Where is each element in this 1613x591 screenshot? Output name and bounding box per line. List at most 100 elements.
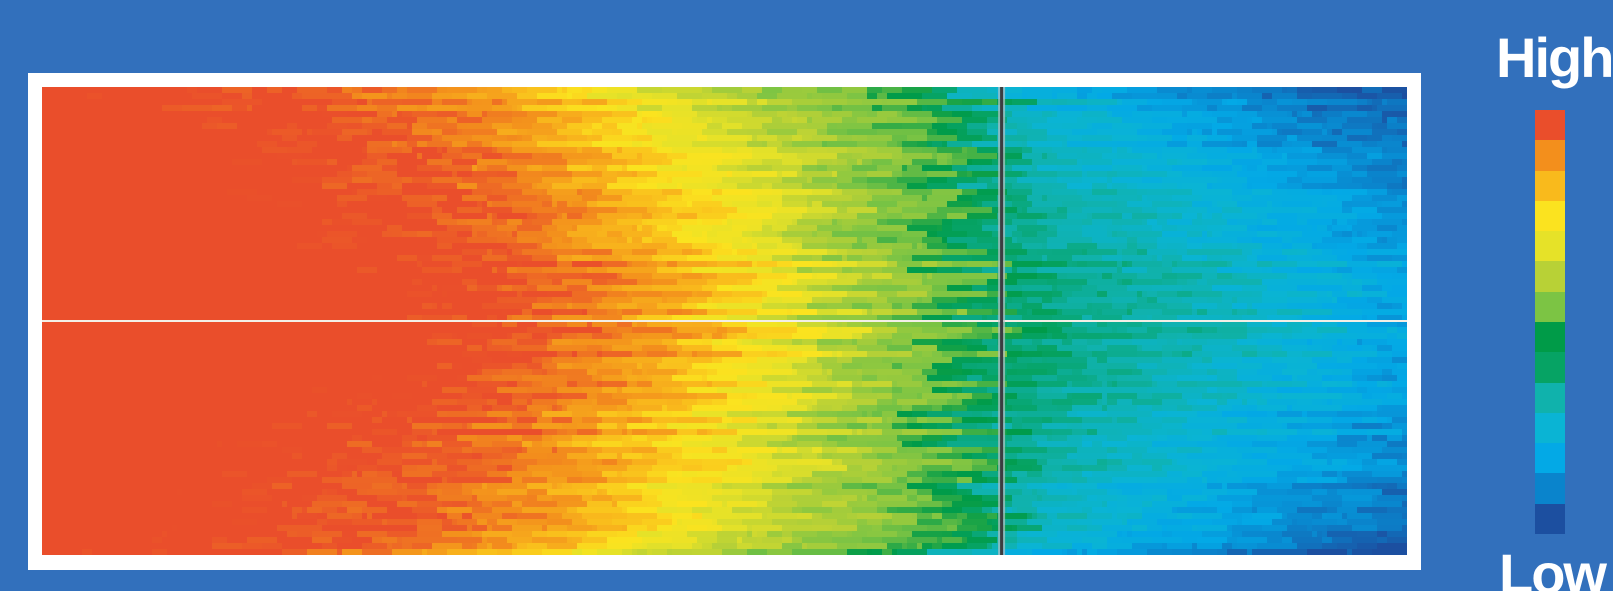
heatmap-cell [172, 345, 193, 352]
heatmap-cell [1247, 225, 1258, 232]
heatmap-cell [837, 153, 853, 160]
heatmap-cell [507, 381, 513, 388]
heatmap-cell [162, 315, 188, 322]
heatmap-cell [542, 165, 568, 172]
heatmap-cell [297, 429, 313, 436]
heatmap-cell [812, 267, 843, 274]
heatmap-cell [1272, 207, 1303, 214]
heatmap-cell [42, 99, 48, 106]
heatmap-cell [457, 381, 478, 388]
heatmap-cell [617, 453, 623, 460]
heatmap-cell [192, 465, 208, 472]
heatmap-cell [97, 219, 118, 226]
heatmap-cell [1247, 255, 1258, 262]
heatmap-cell [112, 237, 133, 244]
heatmap-cell [437, 339, 463, 346]
heatmap-cell [697, 117, 708, 124]
heatmap-cell [1127, 261, 1133, 268]
heatmap-cell [327, 423, 353, 430]
heatmap-cell [1187, 435, 1193, 442]
heatmap-cell [452, 93, 468, 100]
heatmap-cell [222, 207, 233, 214]
heatmap-cell [877, 369, 903, 376]
heatmap-cell [1152, 405, 1163, 412]
heatmap-cell [1162, 417, 1188, 424]
heatmap-cell [1307, 417, 1333, 424]
heatmap-cell [1392, 387, 1407, 394]
heatmap-cell [642, 117, 648, 124]
heatmap-cell [877, 207, 888, 214]
heatmap-cell [117, 285, 143, 292]
heatmap-cell [1352, 435, 1368, 442]
heatmap-cell [462, 147, 493, 154]
heatmap-cell [967, 171, 973, 178]
heatmap-cell [372, 429, 398, 436]
heatmap-cell [797, 459, 823, 466]
heatmap-cell [952, 111, 973, 118]
heatmap-cell [617, 273, 623, 280]
heatmap-cell [182, 333, 193, 340]
heatmap-cell [457, 399, 488, 406]
heatmap-cell [1072, 255, 1103, 262]
heatmap-cell [817, 339, 843, 346]
heatmap-cell [317, 261, 348, 268]
heatmap-cell [717, 243, 723, 250]
heatmap-cell [647, 351, 668, 358]
heatmap-cell [1342, 111, 1368, 118]
heatmap-cell [82, 327, 88, 334]
heatmap-cell [457, 459, 483, 466]
heatmap-cell [122, 441, 153, 448]
heatmap-cell [1007, 297, 1013, 304]
heatmap-cell [1317, 261, 1348, 268]
heatmap-cell [767, 381, 798, 388]
heatmap-cell [162, 153, 168, 160]
heatmap-cell [102, 171, 118, 178]
heatmap-cell [542, 171, 573, 178]
heatmap-cell [132, 369, 158, 376]
heatmap-cell [522, 189, 543, 196]
heatmap-cell [1332, 267, 1338, 274]
heatmap-cell [67, 231, 88, 238]
heatmap-cell [1127, 375, 1153, 382]
heatmap-cell [1117, 99, 1123, 106]
heatmap-cell [812, 381, 838, 388]
heatmap-cell [1332, 129, 1343, 136]
heatmap-cell [877, 111, 898, 118]
heatmap-cell [647, 375, 653, 382]
heatmap-cell [452, 267, 463, 274]
heatmap-cell [597, 195, 623, 202]
heatmap-cell [1152, 255, 1158, 262]
heatmap-cell [102, 207, 123, 214]
heatmap-cell [922, 459, 953, 466]
heatmap-cell [942, 255, 973, 262]
heatmap-cell [797, 369, 823, 376]
heatmap-cell [937, 303, 953, 310]
heatmap-cell [347, 321, 378, 328]
heatmap-cell [762, 303, 788, 310]
heatmap-cell [757, 333, 768, 340]
heatmap-cell [632, 117, 643, 124]
heatmap-cell [912, 339, 943, 346]
heatmap-cell [1012, 183, 1033, 190]
heatmap-cell [1117, 417, 1138, 424]
heatmap-cell [512, 333, 528, 340]
heatmap-cell [97, 285, 118, 292]
heatmap-cell [427, 435, 458, 442]
heatmap-cell [482, 261, 508, 268]
heatmap-cell [212, 441, 218, 448]
heatmap-cell [512, 411, 533, 418]
heatmap-cell [1282, 141, 1293, 148]
heatmap-cell [602, 417, 628, 424]
heatmap-cell [1292, 459, 1303, 466]
heatmap-cell [322, 237, 353, 244]
heatmap-cell [1192, 189, 1213, 196]
heatmap-cell [1367, 165, 1398, 172]
heatmap-cell [1077, 153, 1103, 160]
heatmap-cell [612, 153, 638, 160]
heatmap-cell [177, 279, 208, 286]
heatmap-cell [232, 171, 258, 178]
heatmap-cell [917, 117, 938, 124]
heatmap-cell [1257, 345, 1283, 352]
heatmap-cell [632, 129, 648, 136]
heatmap-cell [972, 411, 983, 418]
